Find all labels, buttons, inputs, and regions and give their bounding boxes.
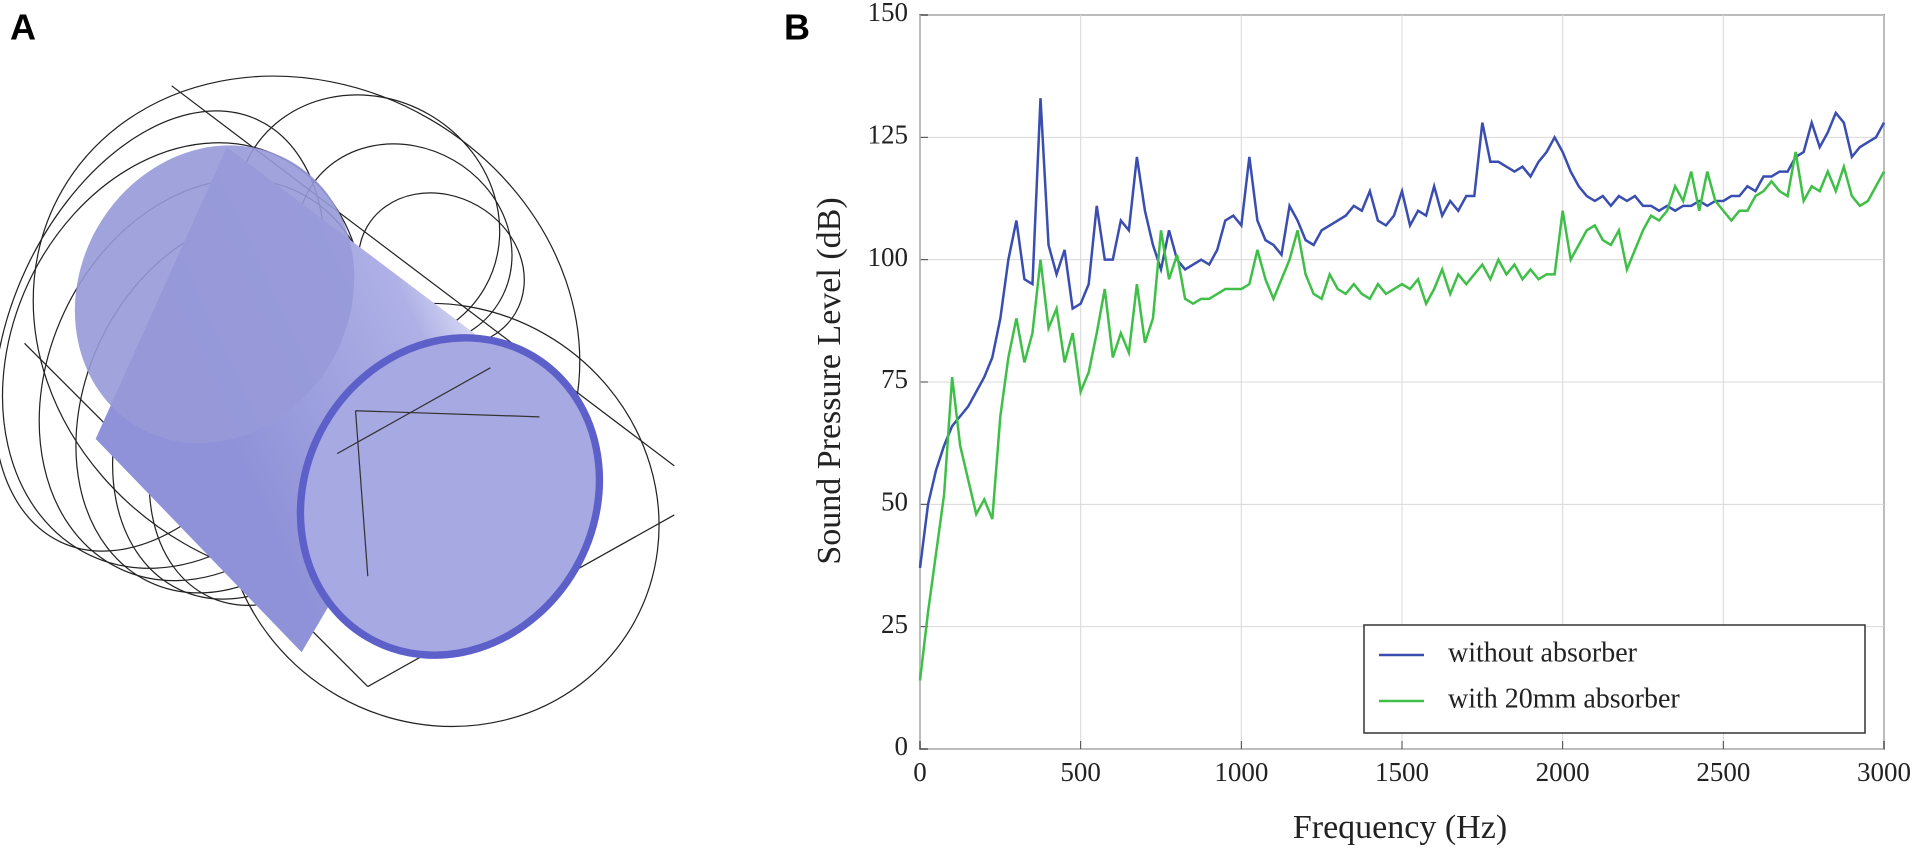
x-tick-label: 1500	[1375, 757, 1429, 787]
x-tick-label: 0	[913, 757, 927, 787]
y-axis-title: Sound Pressure Level (dB)	[811, 197, 848, 564]
legend-label: without absorber	[1448, 637, 1638, 668]
data-line	[918, 98, 1886, 569]
y-tick-label: 0	[895, 731, 909, 761]
x-tick-label: 3000	[1857, 757, 1911, 787]
x-tick-label: 2000	[1536, 757, 1590, 787]
data-line	[918, 151, 1886, 681]
y-tick-label: 150	[868, 0, 909, 27]
cylinder-illustration	[0, 75, 675, 728]
x-tick-label: 1000	[1214, 757, 1268, 787]
y-tick-label: 50	[881, 487, 908, 517]
panel-label: B	[784, 7, 810, 48]
y-tick-label: 75	[881, 364, 908, 394]
x-axis-title: Frequency (Hz)	[1293, 809, 1507, 846]
x-tick-label: 2500	[1696, 757, 1750, 787]
legend-box	[1363, 624, 1866, 734]
cylinder-lines	[336, 367, 540, 577]
cylinder-front	[296, 334, 604, 659]
cylinder-back	[74, 145, 355, 444]
legend-label: with 20mm absorber	[1448, 683, 1680, 714]
y-tick-label: 100	[868, 242, 909, 272]
y-tick-label: 125	[868, 120, 909, 150]
x-tick-label: 500	[1060, 757, 1101, 787]
y-tick-label: 25	[881, 609, 908, 639]
panel-label: A	[10, 7, 36, 48]
